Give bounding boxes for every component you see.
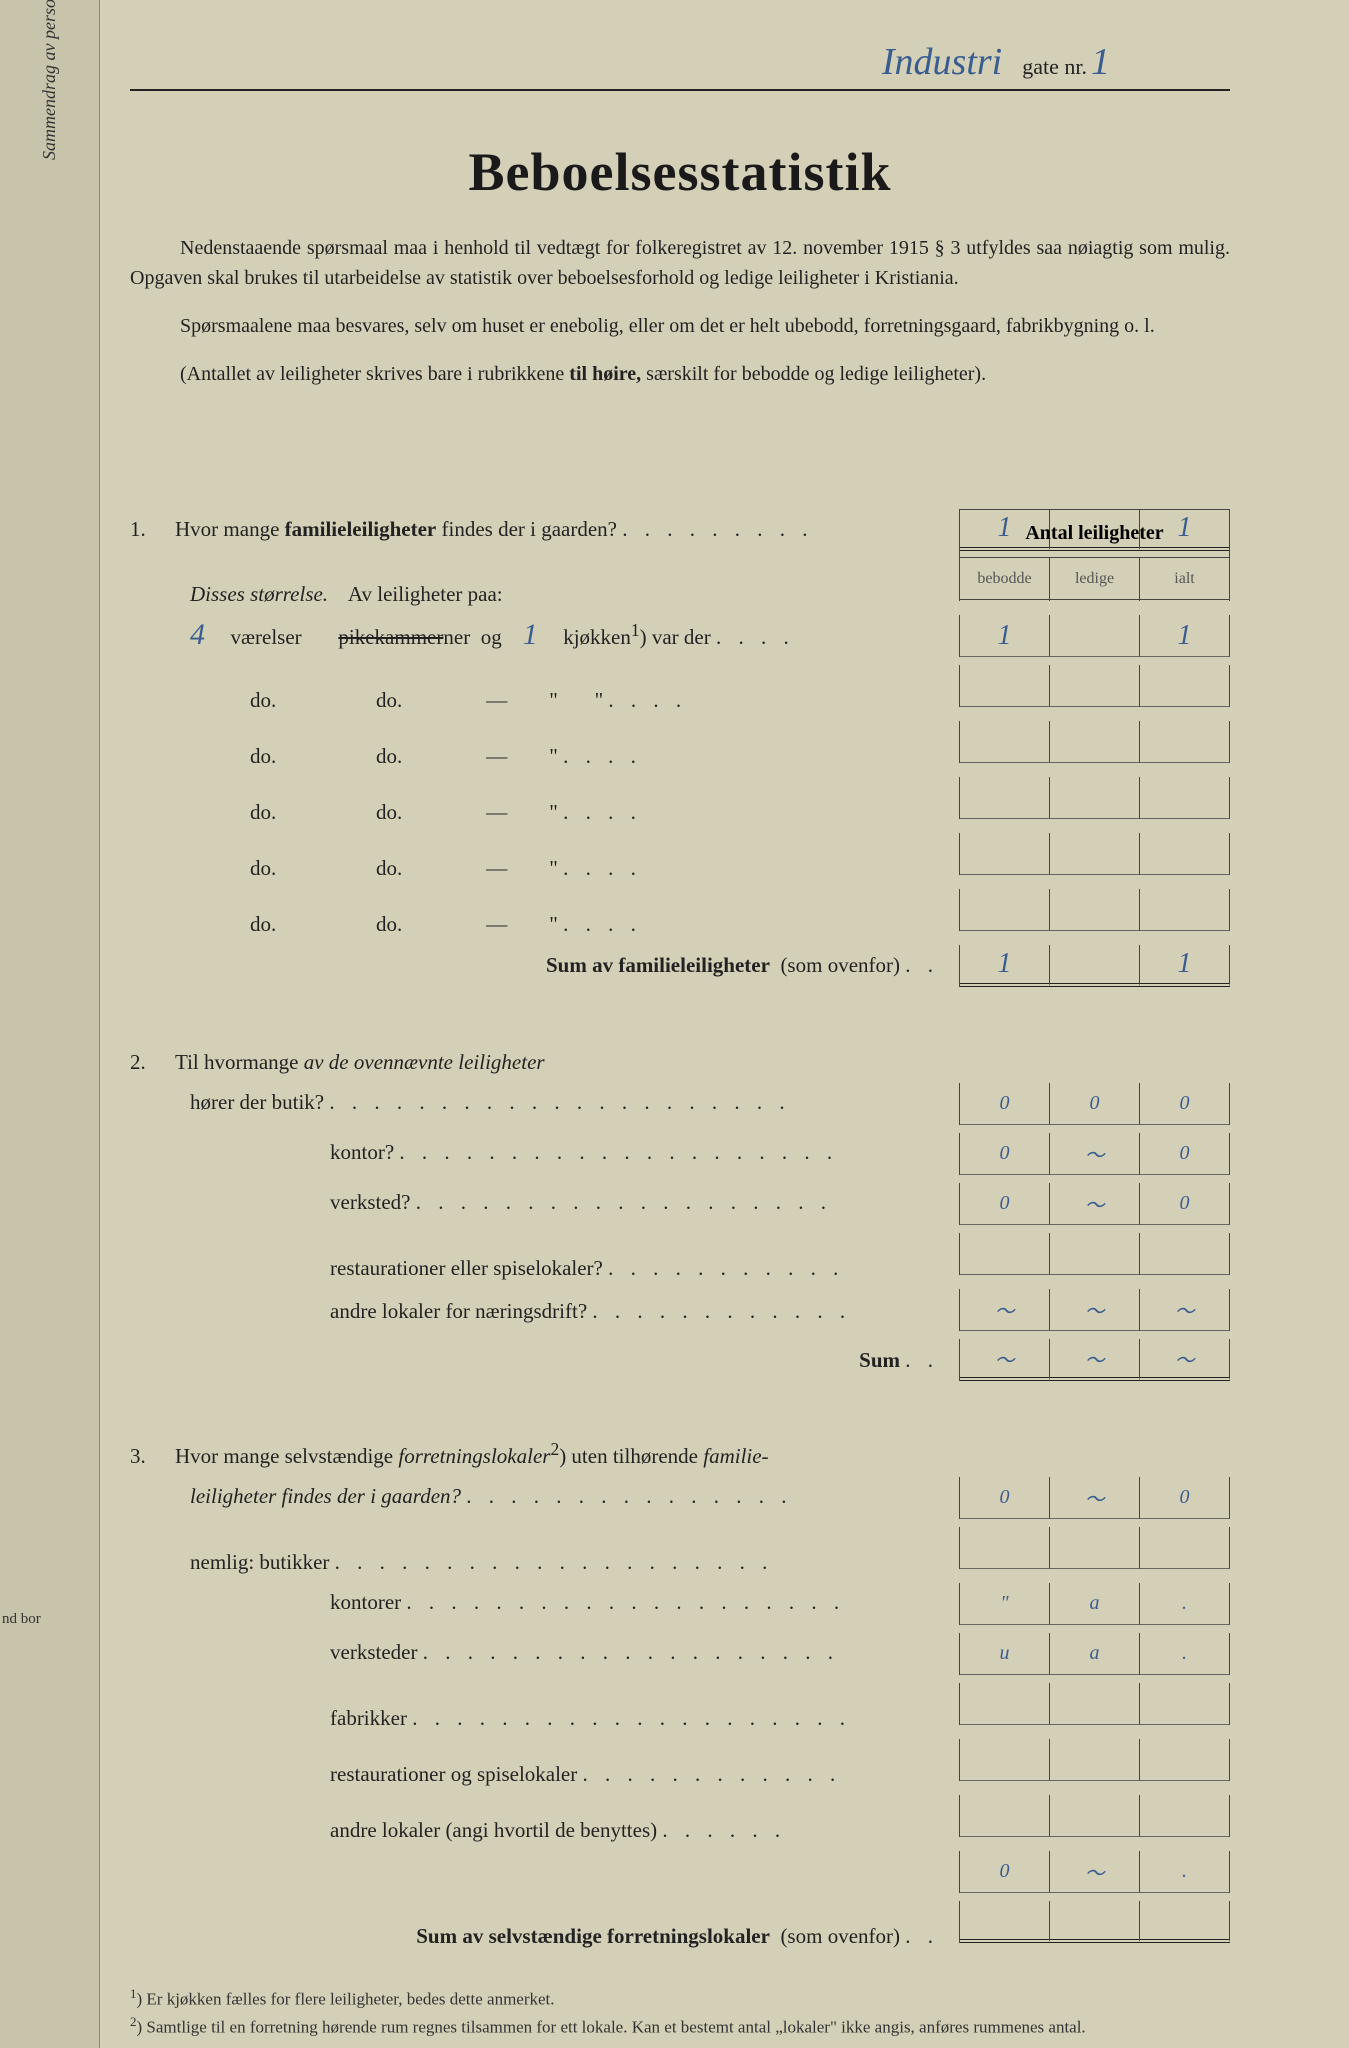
q1-do-row-4: do. do. — " . . . . <box>130 833 1230 881</box>
q2-verksted-row: verksted? . . . . . . . . . . . . . . . … <box>130 1183 1230 1225</box>
q2-restaurationer-row: restaurationer eller spiselokaler? . . .… <box>130 1233 1230 1281</box>
sidebar-prefix: Sammendrag av personlistene for huset nr… <box>39 0 59 160</box>
intro-paragraph-3: (Antallet av leiligheter skrives bare i … <box>130 359 1230 389</box>
question-2-block: 2. Til hvormange av de ovennævnte leilig… <box>130 1027 1230 1381</box>
q1-sum-row: Sum av familieleiligheter (som ovenfor) … <box>130 945 1230 987</box>
q1-r1-ledige <box>1050 615 1140 657</box>
q1-r1-bebodde: 1 <box>960 615 1050 657</box>
gate-number: 1 <box>1091 41 1110 83</box>
q3-blank-row: 0 ～ . <box>130 1851 1230 1893</box>
margin-bottom-text: nd bor <box>2 1611 41 1628</box>
q3-main-row-1: 3. Hvor mange selvstændige forretningslo… <box>130 1421 1230 1469</box>
document-title: Beboelsesstatistik <box>130 141 1230 203</box>
q1-sum-ledige <box>1050 945 1140 987</box>
q3-sum-row: Sum av selvstændige forretningslokaler (… <box>130 1901 1230 1949</box>
q3-restaurationer-row: restaurationer og spiselokaler . . . . .… <box>130 1739 1230 1787</box>
q3-andre-row: andre lokaler (angi hvortil de benyttes)… <box>130 1795 1230 1843</box>
q2-sum-row: Sum . . ～ ～ ～ <box>130 1339 1230 1381</box>
q3-kontorer-row: kontorer . . . . . . . . . . . . . . . .… <box>130 1583 1230 1625</box>
footnote-1: 1) Er kjøkken fælles for flere leilighet… <box>130 1984 1230 2012</box>
q2-kontor-row: kontor? . . . . . . . . . . . . . . . . … <box>130 1133 1230 1175</box>
q1-do-row-3: do. do. — " . . . . <box>130 777 1230 825</box>
q1-text: Hvor mange familieleiligheter findes der… <box>175 517 959 542</box>
gate-label: gate nr. <box>1022 54 1087 79</box>
q3-butikker-row: nemlig: butikker . . . . . . . . . . . .… <box>130 1527 1230 1575</box>
header-line: Industri gate nr. 1 <box>130 40 1230 91</box>
q1-sum-bebodde: 1 <box>960 945 1050 987</box>
col-header-ledige: ledige <box>1050 558 1140 600</box>
statistics-table: Antal leiligheter bebodde ledige ialt 1.… <box>130 509 1230 2040</box>
q1-do-row-5: do. do. — " . . . . <box>130 889 1230 937</box>
q1-sum-ialt: 1 <box>1140 945 1230 987</box>
intro-paragraph-1: Nedenstaaende spørsmaal maa i henhold ti… <box>130 233 1230 293</box>
column-header-table: Antal leiligheter bebodde ledige ialt <box>959 509 1230 600</box>
q2-main-row: 2. Til hvormange av de ovennævnte leilig… <box>130 1027 1230 1075</box>
left-margin: Sammendrag av personlistene for huset nr… <box>0 0 100 2048</box>
footnotes: 1) Er kjøkken fælles for flere leilighet… <box>130 1984 1230 2040</box>
footnote-2: 2) Samtlige til en forretning hørende ru… <box>130 2012 1230 2040</box>
q2-butik-row: hører der butik? . . . . . . . . . . . .… <box>130 1083 1230 1125</box>
q2-andre-row: andre lokaler for næringsdrift? . . . . … <box>130 1289 1230 1331</box>
q1-size-row-1: 4 værelser pikekammerner og 1 kjøkken1) … <box>130 615 1230 657</box>
main-content: Industri gate nr. 1 Beboelsesstatistik N… <box>130 40 1280 2040</box>
q1-do-row-1: do. do. — " " . . . . <box>130 665 1230 713</box>
document-page: Sammendrag av personlistene for huset nr… <box>0 0 1349 2048</box>
question-3-block: 3. Hvor mange selvstændige forretningslo… <box>130 1421 1230 1949</box>
vertical-sidebar-text: Sammendrag av personlistene for huset nr… <box>35 0 62 160</box>
q1-number: 1. <box>130 517 175 542</box>
street-name-handwritten: Industri <box>882 41 1002 83</box>
q3-main-row-2: leiligheter findes der i gaarden? . . . … <box>130 1477 1230 1519</box>
col-header-ialt: ialt <box>1140 558 1230 600</box>
table-main-header: Antal leiligheter <box>960 510 1230 558</box>
intro-paragraph-2: Spørsmaalene maa besvares, selv om huset… <box>130 311 1230 341</box>
q3-verksteder-row: verksteder . . . . . . . . . . . . . . .… <box>130 1633 1230 1675</box>
q1-do-row-2: do. do. — " . . . . <box>130 721 1230 769</box>
q1-r1-ialt: 1 <box>1140 615 1230 657</box>
q3-fabrikker-row: fabrikker . . . . . . . . . . . . . . . … <box>130 1683 1230 1731</box>
col-header-bebodde: bebodde <box>960 558 1050 600</box>
